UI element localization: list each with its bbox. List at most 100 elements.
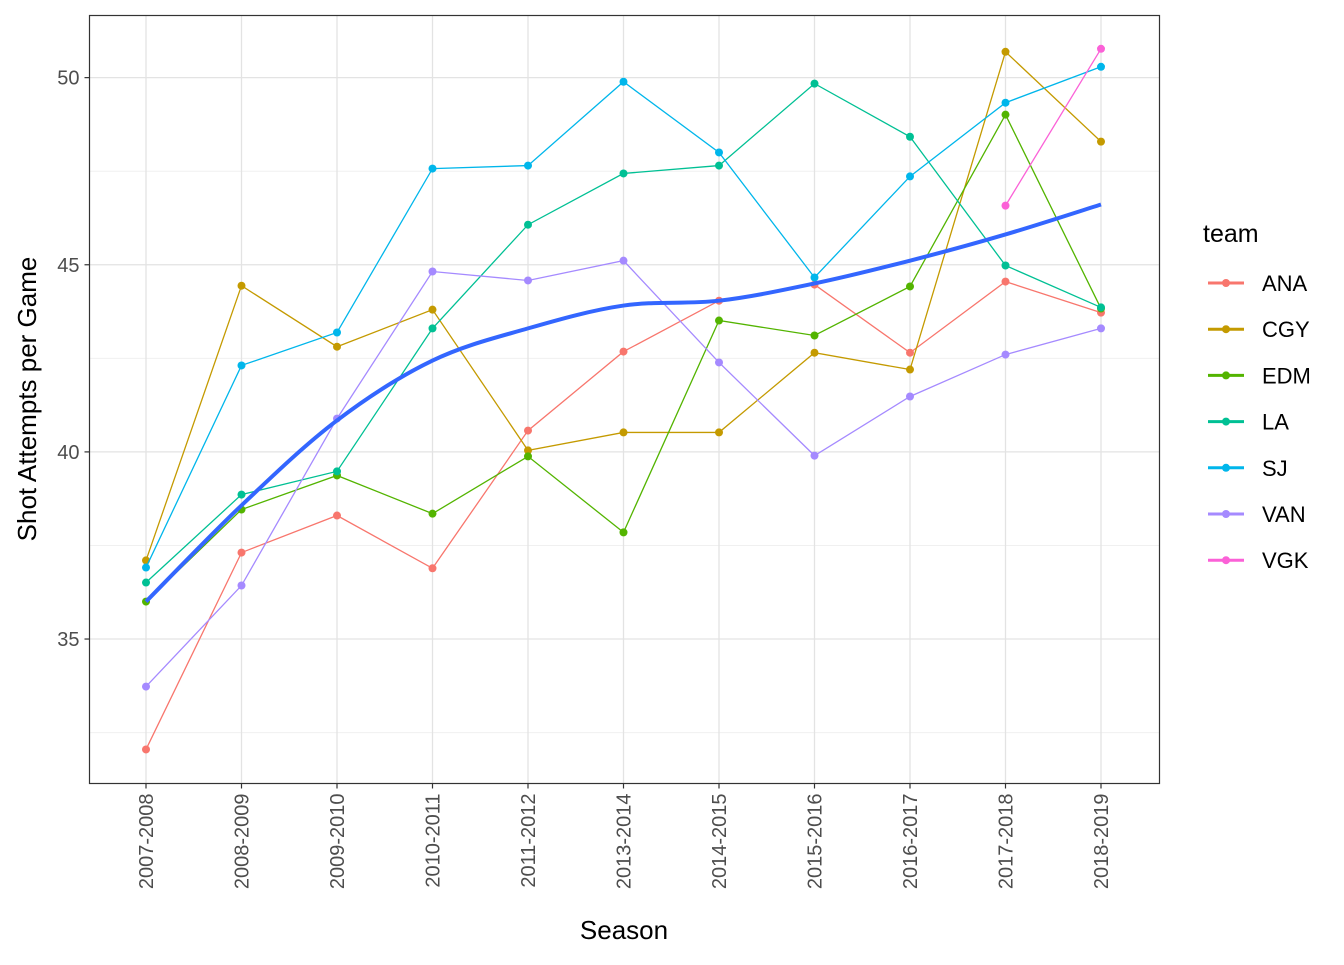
data-point-EDM — [428, 509, 437, 518]
data-point-CGY — [619, 428, 628, 437]
x-tick-label: 2010-2011 — [423, 794, 445, 888]
data-point-CGY — [333, 342, 341, 351]
x-tick-label: 2011-2012 — [518, 794, 540, 888]
data-point-LA — [524, 220, 532, 229]
legend-label: ANA — [1262, 271, 1308, 296]
data-point-VAN — [524, 276, 532, 285]
data-point-CGY — [906, 365, 914, 374]
legend-key-point — [1222, 556, 1230, 565]
data-point-VAN — [237, 581, 246, 590]
legend-label: LA — [1262, 410, 1289, 435]
data-point-VAN — [428, 267, 437, 276]
y-axis-label: Shot Attempts per Game — [12, 257, 42, 542]
series-VGK — [1001, 44, 1105, 210]
data-point-ANA — [333, 511, 341, 520]
legend-item-VAN: VAN — [1208, 502, 1306, 527]
data-point-CGY — [1097, 137, 1105, 146]
data-point-CGY — [524, 446, 532, 455]
data-point-LA — [810, 79, 819, 88]
data-point-CGY — [1001, 47, 1010, 56]
data-point-VAN — [906, 392, 914, 401]
legend-key-point — [1222, 463, 1230, 472]
data-point-EDM — [524, 452, 532, 461]
legend-label: SJ — [1262, 456, 1288, 481]
legend-item-LA: LA — [1208, 410, 1289, 435]
data-point-LA — [333, 467, 341, 476]
data-point-CGY — [715, 428, 723, 437]
data-point-VAN — [715, 358, 723, 367]
data-point-LA — [715, 161, 723, 170]
x-tick-label: 2017-2018 — [996, 794, 1018, 890]
data-point-LA — [1097, 303, 1105, 312]
y-tick-label: 40 — [57, 442, 79, 464]
data-point-LA — [906, 132, 914, 141]
data-point-VAN — [1097, 324, 1105, 333]
data-point-SJ — [333, 328, 341, 337]
legend-item-EDM: EDM — [1208, 363, 1311, 388]
data-point-ANA — [906, 348, 914, 357]
data-point-EDM — [810, 331, 819, 340]
legend-label: EDM — [1262, 363, 1311, 388]
plot-panel-border — [88, 14, 1161, 785]
data-point-ANA — [428, 564, 437, 573]
data-point-SJ — [810, 273, 819, 282]
data-point-VGK — [1097, 44, 1105, 53]
legend-label: CGY — [1262, 317, 1310, 342]
x-tick-label: 2009-2010 — [327, 794, 349, 890]
x-tick-label: 2013-2014 — [614, 794, 636, 890]
data-point-LA — [1001, 261, 1010, 270]
data-point-ANA — [524, 426, 532, 435]
data-point-SJ — [1097, 62, 1105, 71]
data-point-VAN — [1001, 350, 1010, 359]
data-point-VAN — [619, 256, 628, 265]
data-point-CGY — [428, 305, 437, 314]
x-tick-label: 2014-2015 — [709, 794, 731, 890]
legend-item-VGK: VGK — [1208, 548, 1309, 573]
data-point-CGY — [810, 348, 819, 357]
data-point-ANA — [142, 745, 150, 754]
legend-label: VAN — [1262, 502, 1306, 527]
y-tick-label: 45 — [57, 255, 79, 277]
y-tick-label: 35 — [57, 629, 79, 651]
data-point-SJ — [524, 161, 532, 170]
data-point-LA — [237, 490, 246, 499]
series-LA — [142, 79, 1105, 587]
data-point-SJ — [1001, 98, 1010, 107]
data-point-EDM — [715, 316, 723, 325]
data-point-VAN — [810, 451, 819, 460]
x-tick-label: 2007-2008 — [136, 794, 158, 890]
data-point-ANA — [1001, 277, 1010, 286]
x-tick-label: 2015-2016 — [805, 794, 827, 890]
data-point-SJ — [906, 172, 914, 181]
series-line-VGK — [1004, 48, 1102, 206]
data-point-LA — [428, 324, 437, 333]
smooth-trend-line — [144, 202, 1102, 604]
data-point-SJ — [237, 361, 246, 370]
x-axis-label: Season — [580, 915, 668, 945]
series-ANA — [142, 277, 1105, 754]
data-point-VAN — [142, 682, 150, 691]
x-tick-label: 2008-2009 — [232, 794, 254, 890]
data-point-EDM — [906, 282, 914, 291]
data-point-SJ — [715, 148, 723, 157]
data-point-LA — [619, 169, 628, 178]
series-VAN — [142, 256, 1105, 691]
data-point-ANA — [237, 548, 246, 557]
legend-item-ANA: ANA — [1208, 271, 1308, 296]
legend-key-point — [1222, 325, 1230, 334]
data-point-SJ — [142, 563, 150, 572]
legend-key-point — [1222, 371, 1230, 380]
y-tick-label: 50 — [57, 68, 79, 90]
legend-key-point — [1222, 417, 1230, 426]
data-point-LA — [142, 578, 150, 587]
legend-item-CGY: CGY — [1208, 317, 1310, 342]
series-SJ — [142, 62, 1105, 572]
data-point-SJ — [428, 164, 437, 173]
legend-item-SJ: SJ — [1208, 456, 1288, 481]
legend-label: VGK — [1262, 548, 1309, 573]
data-point-ANA — [619, 347, 628, 356]
legend-key-point — [1222, 510, 1230, 518]
legend-title: team — [1203, 220, 1259, 248]
data-point-SJ — [619, 77, 628, 86]
